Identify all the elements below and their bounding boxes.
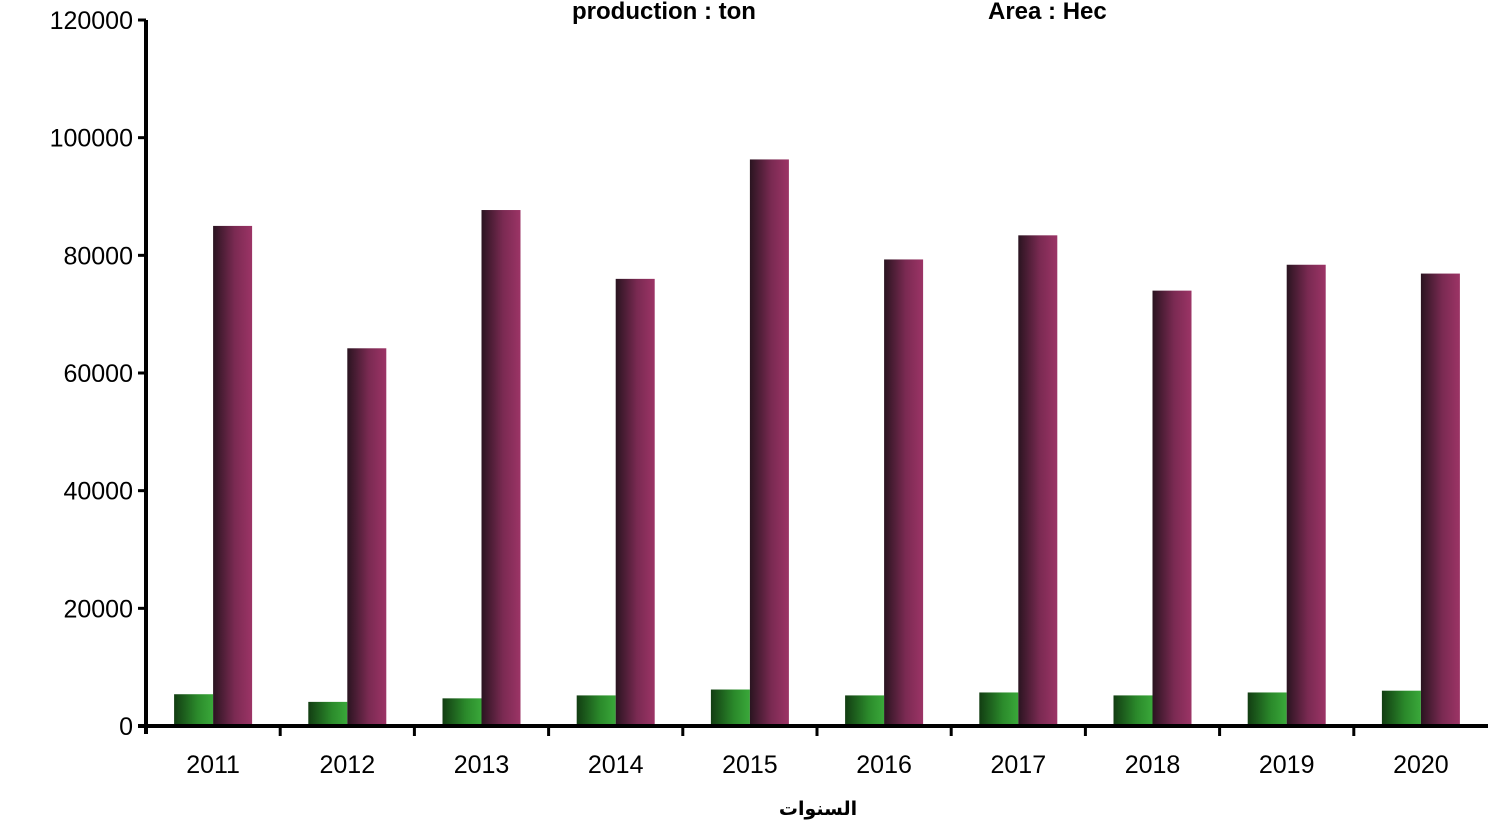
- bar-production-2014: [616, 279, 655, 726]
- y-tick-label: 0: [119, 713, 133, 741]
- bar-area-2018: [1114, 695, 1153, 726]
- bar-production-2018: [1153, 291, 1192, 726]
- y-tick-label: 100000: [50, 125, 133, 153]
- bar-production-2011: [213, 226, 252, 726]
- y-tick-label: 80000: [63, 242, 133, 270]
- bar-area-2015: [711, 690, 750, 726]
- bar-production-2020: [1421, 274, 1460, 726]
- y-tick-label: 40000: [63, 478, 133, 506]
- x-tick-label-2020: 2020: [1393, 751, 1449, 779]
- x-tick-label-2019: 2019: [1259, 751, 1315, 779]
- x-tick-label-2014: 2014: [588, 751, 644, 779]
- bar-production-2012: [347, 348, 386, 726]
- bars-group: [174, 159, 1460, 726]
- x-tick-label-2016: 2016: [856, 751, 912, 779]
- bar-area-2016: [845, 695, 884, 726]
- bar-area-2020: [1382, 691, 1421, 726]
- y-tick-label: 60000: [63, 360, 133, 388]
- x-tick-label-2017: 2017: [990, 751, 1046, 779]
- bar-area-2011: [174, 694, 213, 726]
- bar-area-2014: [577, 695, 616, 726]
- x-tick-label-2011: 2011: [186, 751, 240, 779]
- bar-production-2015: [750, 159, 789, 726]
- bar-production-2013: [482, 210, 521, 726]
- bar-production-2017: [1018, 235, 1057, 726]
- bar-area-2017: [979, 692, 1018, 726]
- x-tick-label-2013: 2013: [454, 751, 510, 779]
- bar-area-2013: [443, 698, 482, 726]
- x-tick-label-2015: 2015: [722, 751, 778, 779]
- y-tick-label: 20000: [63, 595, 133, 623]
- x-axis-title: السنوات: [0, 798, 1488, 820]
- bar-production-2016: [884, 259, 923, 726]
- bar-area-2019: [1248, 692, 1287, 726]
- bar-production-2019: [1287, 265, 1326, 726]
- x-tick-label-2018: 2018: [1125, 751, 1181, 779]
- x-tick-label-2012: 2012: [319, 751, 375, 779]
- y-tick-label: 120000: [50, 7, 133, 35]
- bar-area-2012: [308, 702, 347, 726]
